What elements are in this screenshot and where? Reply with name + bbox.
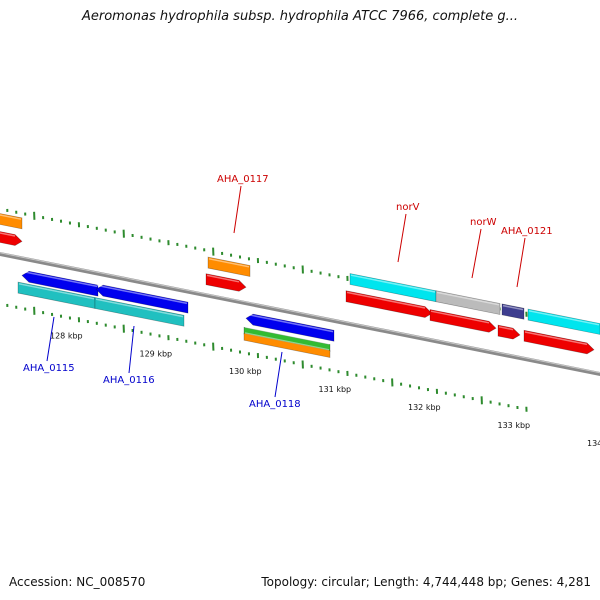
cds-red-left-shine bbox=[0, 232, 16, 237]
gene-label-aha_0118[interactable]: AHA_0118 bbox=[249, 399, 301, 410]
cds-norw-red[interactable] bbox=[429, 309, 497, 333]
leader-norw bbox=[471, 228, 482, 279]
cds-norw-red-shine bbox=[430, 310, 490, 324]
gene-label-aha_0116[interactable]: AHA_0116 bbox=[103, 375, 155, 386]
leader-aha_0121 bbox=[516, 237, 526, 288]
backbone bbox=[0, 251, 600, 377]
cds-aha0117-orange-shine bbox=[208, 258, 250, 268]
leader-aha_0115 bbox=[46, 316, 55, 362]
gene-label-norv[interactable]: norV bbox=[396, 202, 420, 213]
cds-aha0121-red[interactable] bbox=[497, 324, 521, 340]
cds-aha0121-navy-shine bbox=[502, 304, 524, 311]
cds-aha0116-cyan-shine bbox=[95, 298, 184, 318]
ruler-label-131: 131 kbp bbox=[319, 385, 352, 394]
cds-right-red[interactable] bbox=[523, 329, 595, 355]
leader-norv bbox=[397, 213, 407, 263]
ruler-label-134: 134 kbp bbox=[587, 439, 600, 448]
ruler-label-129: 129 kbp bbox=[140, 349, 173, 358]
ruler-label-132: 132 kbp bbox=[408, 403, 441, 412]
cds-aha0118-green-shine bbox=[244, 326, 330, 345]
cds-aha0118-orange-shine bbox=[244, 332, 330, 351]
cds-aha0121-navy[interactable] bbox=[501, 303, 525, 320]
leader-aha_0118 bbox=[274, 351, 283, 398]
map-title: Aeromonas hydrophila subsp. hydrophila A… bbox=[81, 9, 519, 24]
cds-orange-left[interactable] bbox=[0, 212, 23, 230]
cds-right-cyan-shine bbox=[528, 310, 600, 326]
gene-label-aha_0121[interactable]: AHA_0121 bbox=[501, 226, 553, 237]
gene-label-aha_0115[interactable]: AHA_0115 bbox=[23, 363, 75, 374]
cds-aha0117-red-shine bbox=[206, 274, 240, 283]
topology-label: Topology: circular; Length: 4,744,448 bp… bbox=[261, 575, 591, 589]
cds-aha0121-red-shine bbox=[498, 326, 514, 331]
accession-label: Accession: NC_008570 bbox=[9, 575, 146, 589]
cds-aha0115-blue-shine bbox=[22, 270, 98, 288]
cds-right-cyan[interactable] bbox=[527, 308, 600, 335]
ruler-labels: 128 kbp 129 kbp 130 kbp 131 kbp 132 kbp 133 k… bbox=[50, 331, 600, 448]
feature-track bbox=[0, 212, 600, 358]
leader-aha_0117 bbox=[233, 185, 242, 234]
backbone-line bbox=[0, 251, 600, 377]
ruler-label-130: 130 kbp bbox=[229, 367, 262, 376]
cds-norv-cyan-shine bbox=[350, 274, 436, 293]
cds-aha0117-red[interactable] bbox=[205, 273, 247, 292]
cds-aha0118-blue[interactable] bbox=[245, 313, 335, 342]
cds-norv-red-shine bbox=[346, 291, 426, 309]
ruler-label-128: 128 kbp bbox=[50, 331, 83, 340]
backbone-highlight bbox=[0, 252, 600, 374]
cds-norw-gray-shine bbox=[436, 291, 500, 306]
cds-aha0118-blue-shine bbox=[246, 313, 334, 333]
inner-tick-track bbox=[6, 303, 528, 412]
gene-labels: AHA_0117 norV norW AHA_0121 AHA_0115 AHA_0116… bbox=[23, 174, 553, 410]
cds-norv-red[interactable] bbox=[345, 290, 433, 318]
cds-aha0116-blue[interactable] bbox=[95, 284, 189, 314]
cds-aha0118-orange[interactable] bbox=[243, 332, 331, 358]
cds-aha0117-orange[interactable] bbox=[207, 256, 251, 277]
cds-norw-gray[interactable] bbox=[435, 290, 501, 315]
cds-right-red-shine bbox=[524, 331, 588, 346]
cds-red-left[interactable] bbox=[0, 230, 23, 246]
gene-label-aha_0117[interactable]: AHA_0117 bbox=[217, 174, 269, 185]
leader-aha_0116 bbox=[128, 325, 135, 374]
gene-label-norw[interactable]: norW bbox=[470, 217, 497, 228]
cds-aha0115-cyan-shine bbox=[18, 283, 95, 300]
cds-aha0116-blue-shine bbox=[96, 284, 188, 305]
gene-leader-lines bbox=[46, 185, 526, 398]
cds-aha0116-cyan[interactable] bbox=[94, 297, 185, 327]
cds-orange-left-shine bbox=[0, 214, 22, 220]
ruler-label-133: 133 kbp bbox=[498, 421, 531, 430]
